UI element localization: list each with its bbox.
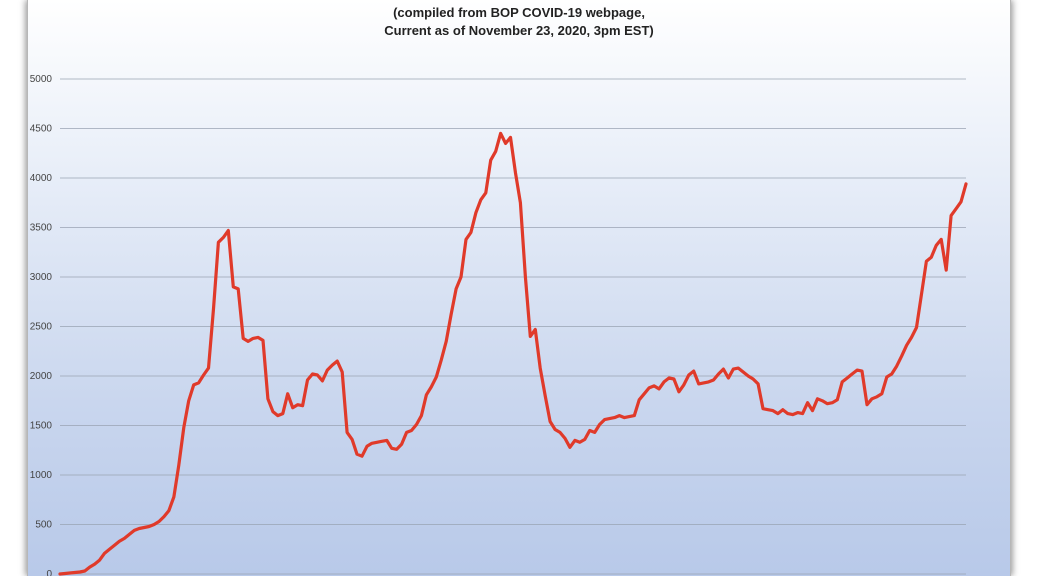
chart-subtitle-line-2: Current as of November 23, 2020, 3pm EST… xyxy=(384,23,654,38)
y-tick-label: 2500 xyxy=(30,322,53,333)
y-tick-label: 500 xyxy=(35,520,52,531)
series-lines xyxy=(58,131,968,576)
y-tick-label: 1500 xyxy=(30,421,53,432)
y-tick-label: 5000 xyxy=(30,74,53,85)
y-tick-label: 3000 xyxy=(30,272,53,283)
y-axis-tick-labels: 0 500 1000 1500 2000 2500 3000 3500 4000 4500 5000 xyxy=(30,74,53,576)
gridlines xyxy=(60,78,966,575)
y-tick-label: 0 xyxy=(46,569,52,576)
y-tick-label: 2000 xyxy=(30,371,53,382)
y-tick-label: 3500 xyxy=(30,223,53,234)
y-tick-label: 4000 xyxy=(30,173,53,184)
y-tick-label: 4500 xyxy=(30,124,53,135)
chart-frame: (compiled from BOP COVID-19 webpage, Cur… xyxy=(28,0,1010,576)
y-tick-label: 1000 xyxy=(30,470,53,481)
series-line-0 xyxy=(58,131,968,576)
line-chart: 0 500 1000 1500 2000 2500 3000 3500 4000 4500 5000 xyxy=(30,74,968,576)
chart-subtitle-line-1: (compiled from BOP COVID-19 webpage, xyxy=(393,5,645,20)
